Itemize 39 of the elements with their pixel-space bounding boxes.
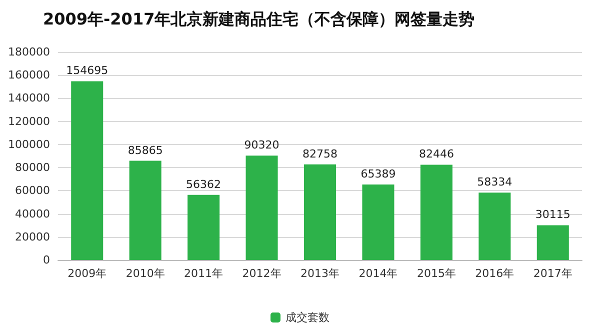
- x-tick-label: 2009年: [68, 267, 107, 280]
- bar: [362, 184, 394, 260]
- y-tick-label: 140000: [8, 92, 50, 105]
- data-label: 30115: [535, 208, 570, 222]
- data-label: 154695: [66, 64, 108, 78]
- y-tick-label: 80000: [15, 161, 50, 174]
- y-tick-label: 20000: [15, 230, 50, 244]
- bar: [536, 225, 569, 260]
- bar: [420, 164, 452, 260]
- y-tick-label: 40000: [15, 207, 50, 220]
- chart-title: 2009年-2017年北京新建商品住宅（不含保障）网签量走势: [43, 10, 475, 28]
- bar: [71, 81, 104, 260]
- data-label: 56362: [186, 178, 222, 191]
- legend-label: 成交套数: [286, 311, 330, 324]
- x-tick-label: 2016年: [475, 267, 514, 280]
- x-tick-label: 2013年: [300, 267, 340, 280]
- data-label: 65389: [360, 167, 396, 180]
- x-tick-label: 2010年: [126, 267, 165, 280]
- x-tick-label: 2014年: [358, 267, 398, 280]
- bar: [478, 192, 511, 260]
- x-tick-label: 2015年: [416, 267, 456, 280]
- data-label: 90320: [244, 138, 280, 152]
- y-tick-label: 180000: [8, 46, 50, 58]
- data-label: 82758: [302, 147, 338, 160]
- x-tick-label: 2017年: [533, 267, 572, 280]
- bar: [246, 156, 278, 260]
- x-tick-label: 2011年: [184, 267, 224, 280]
- bar: [188, 194, 220, 260]
- data-label: 82446: [418, 148, 454, 161]
- bar: [129, 160, 162, 260]
- y-tick-label: 100000: [8, 138, 50, 151]
- bar: [304, 164, 336, 260]
- data-label: 85865: [128, 144, 163, 157]
- y-tick-label: 60000: [15, 184, 50, 198]
- y-tick-label: 0: [43, 254, 50, 266]
- y-tick-label: 120000: [8, 114, 50, 128]
- y-tick-label: 160000: [8, 68, 50, 82]
- data-label: 58334: [477, 176, 512, 189]
- x-tick-label: 2012年: [242, 267, 282, 280]
